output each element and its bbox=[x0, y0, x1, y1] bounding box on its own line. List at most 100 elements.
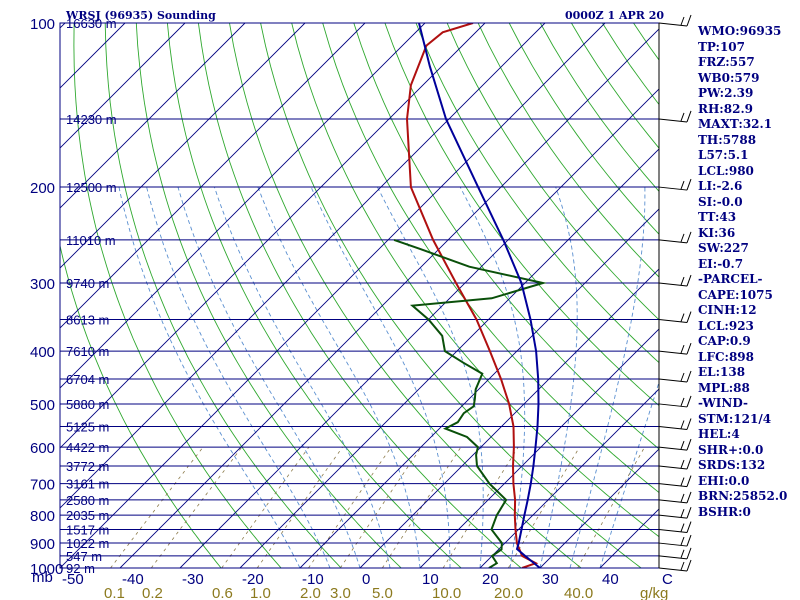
height-label: 1517 m bbox=[66, 523, 109, 538]
mixing-ratio-label: 0.2 bbox=[142, 585, 163, 600]
mixing-ratio-label: 2.0 bbox=[300, 585, 321, 600]
index-item: TH:5788 bbox=[698, 132, 757, 147]
temperature-tick-label: 40 bbox=[602, 571, 619, 588]
temperature-tick-label: C bbox=[662, 571, 673, 588]
isotherm bbox=[60, 23, 546, 509]
dry-adiabat bbox=[291, 23, 659, 538]
mixing-ratio-label: 5.0 bbox=[372, 585, 393, 600]
isotherm bbox=[359, 268, 659, 568]
barb-flag bbox=[680, 493, 685, 503]
pressure-tick-label: 900 bbox=[30, 536, 55, 553]
barb-staff bbox=[658, 118, 688, 123]
index-item: LCL:980 bbox=[698, 163, 754, 178]
height-label: 7610 m bbox=[66, 344, 109, 359]
barb-staff bbox=[658, 567, 688, 572]
height-label: 3161 m bbox=[66, 477, 109, 492]
isotherm bbox=[539, 448, 659, 568]
wind-barb bbox=[658, 342, 692, 355]
barb-flag bbox=[680, 397, 685, 407]
wind-barb bbox=[658, 521, 692, 534]
barb-flag bbox=[680, 16, 685, 26]
height-label: 11010 m bbox=[66, 233, 116, 248]
frame-border bbox=[59, 22, 660, 569]
wind-barb bbox=[658, 311, 692, 324]
temperature-tick-label: 30 bbox=[542, 571, 559, 588]
mixing-ratio-line bbox=[577, 446, 645, 568]
wind-barb bbox=[658, 507, 692, 519]
wind-barb bbox=[658, 231, 692, 244]
pressure-tick-label: 800 bbox=[30, 508, 55, 525]
height-label: 16630 m bbox=[66, 16, 117, 31]
pressure-tick-label: 100 bbox=[30, 16, 55, 33]
moist-adiabat bbox=[569, 187, 646, 568]
height-label: 12500 m bbox=[66, 180, 117, 195]
temperature-tick-label: -40 bbox=[122, 571, 144, 588]
dewpoint-line bbox=[393, 238, 547, 568]
isotherm bbox=[60, 23, 366, 329]
index-item: CAP:0.9 bbox=[698, 334, 751, 348]
barb-staff bbox=[658, 514, 688, 519]
index-item: -PARCEL- bbox=[698, 272, 763, 286]
mixing-ratio-line bbox=[308, 446, 392, 568]
mixing-ratio-label: 1.0 bbox=[250, 585, 271, 600]
barb-staff bbox=[658, 186, 688, 191]
moist-adiabat bbox=[539, 186, 578, 568]
barb-flag bbox=[686, 231, 692, 244]
wind-barb bbox=[658, 370, 692, 383]
height-label: 547 m bbox=[66, 549, 102, 564]
height-label: 2580 m bbox=[66, 493, 109, 508]
station-title: WRSJ (96935) Sounding bbox=[66, 9, 216, 22]
barb-flag bbox=[686, 559, 692, 572]
isotherm bbox=[60, 23, 486, 449]
mixing-ratio-label: 0.6 bbox=[212, 585, 233, 600]
isotherm bbox=[479, 388, 659, 568]
height-label: 92 m bbox=[66, 561, 95, 576]
sounding-time: 0000Z 1 APR 20 bbox=[565, 9, 665, 22]
barb-flag bbox=[686, 475, 692, 487]
temperature-tick-label: -20 bbox=[242, 571, 264, 588]
temperature-tick-label: -10 bbox=[302, 571, 324, 588]
mixing-ratio-line bbox=[442, 446, 519, 568]
barb-flag bbox=[686, 438, 692, 451]
height-label: 2035 m bbox=[66, 508, 109, 523]
barb-staff bbox=[658, 239, 688, 244]
pressure-tick-label: 300 bbox=[30, 276, 55, 293]
barb-flag bbox=[686, 110, 692, 123]
dry-adiabat bbox=[260, 23, 642, 568]
index-item: SW:227 bbox=[698, 241, 749, 255]
isotherm bbox=[299, 208, 659, 568]
mixing-ratio-line bbox=[150, 446, 243, 568]
pressure-tick-label: 500 bbox=[30, 397, 55, 414]
isobar-lines bbox=[60, 22, 659, 569]
sounding-profiles bbox=[393, 23, 547, 568]
index-item: MPL:88 bbox=[698, 380, 750, 395]
barb-flag bbox=[686, 370, 692, 383]
moist-adiabat bbox=[118, 187, 301, 568]
height-label: 5880 m bbox=[66, 397, 109, 412]
wind-barb bbox=[658, 438, 692, 451]
barb-flag bbox=[680, 420, 685, 429]
mixing-ratio-line bbox=[110, 446, 204, 568]
height-label: 9740 m bbox=[66, 276, 109, 291]
index-item: L57:5.1 bbox=[698, 148, 749, 162]
wind-barb bbox=[658, 14, 692, 27]
wind-barbs bbox=[658, 14, 692, 572]
index-item: CAPE:1075 bbox=[698, 287, 773, 302]
index-item: WB0:579 bbox=[698, 70, 760, 85]
pressure-tick-label: 600 bbox=[30, 440, 55, 457]
barb-staff bbox=[658, 542, 688, 547]
wind-barb bbox=[658, 475, 692, 488]
barb-flag bbox=[680, 344, 685, 354]
height-label: 14230 m bbox=[66, 112, 117, 127]
wind-barb bbox=[658, 178, 692, 191]
height-label: 5125 m bbox=[66, 419, 109, 434]
barb-flag bbox=[680, 459, 685, 469]
index-item: SRDS:132 bbox=[698, 458, 766, 472]
wind-barb bbox=[658, 547, 692, 560]
dry-adiabat bbox=[197, 23, 522, 568]
wind-barb bbox=[658, 457, 692, 470]
mixing-ratio-label: g/kg bbox=[640, 585, 668, 600]
index-item: TT:43 bbox=[698, 210, 737, 224]
index-item: MAXT:32.1 bbox=[698, 117, 773, 131]
